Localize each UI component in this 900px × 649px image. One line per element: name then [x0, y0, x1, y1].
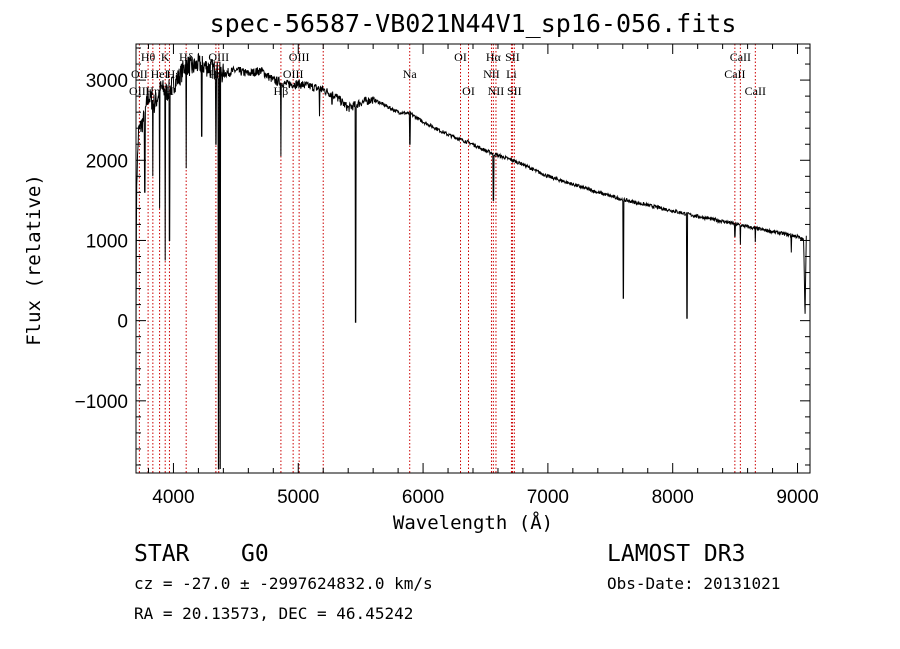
object-class: STAR	[134, 541, 190, 567]
spectral-line-markers	[138, 44, 756, 473]
y-tick-label-3: 2000	[86, 151, 128, 172]
line-label-11: OIII	[289, 50, 310, 64]
x-tick-label-1: 5000	[277, 487, 319, 508]
y-tick-label-1: 0	[117, 312, 128, 333]
line-label-14: Na	[403, 67, 418, 81]
line-label-1: OII	[131, 67, 148, 81]
line-label-5: Hη	[145, 84, 160, 98]
chart-title: spec-56587-VB021N44V1_sp16-056.fits	[210, 9, 737, 38]
line-label-4: HeI	[151, 67, 169, 81]
redshift-readout: cz = -27.0 ± -2997624832.0 km/s	[134, 574, 433, 593]
x-tick-label-3: 7000	[527, 487, 569, 508]
line-label-6: H	[165, 84, 174, 98]
y-tick-label-2: 1000	[86, 231, 128, 252]
line-label-23: CaII	[730, 50, 751, 64]
y-tick-label-0: −1000	[75, 392, 128, 413]
x-tick-label-0: 4000	[152, 487, 194, 508]
line-label-25: CaII	[745, 84, 766, 98]
line-label-17: Hα	[486, 50, 502, 64]
plot-frame	[135, 43, 811, 474]
x-tick-label-4: 8000	[652, 487, 694, 508]
line-label-3: K	[161, 50, 170, 64]
y-axis-label: Flux (relative)	[23, 174, 45, 346]
line-label-22: SII	[507, 84, 522, 98]
x-tick-label-2: 6000	[402, 487, 444, 508]
x-axis-label: Wavelength (Å)	[393, 511, 553, 534]
coordinates: RA = 20.13573, DEC = 46.45242	[134, 604, 413, 623]
line-label-15: OI	[454, 50, 467, 64]
line-label-9: OIII	[208, 50, 229, 64]
line-label-12: OIII	[283, 67, 304, 81]
line-label-18: SII	[505, 50, 520, 64]
line-label-2: OIII	[129, 84, 150, 98]
line-label-24: CaII	[724, 67, 745, 81]
line-label-20: Li	[506, 67, 517, 81]
x-axis-ticks: 4000 5000 6000 7000 8000 9000	[147, 44, 819, 508]
line-label-16: OI	[462, 84, 475, 98]
line-label-0: Hθ	[141, 50, 156, 64]
line-label-19: NII	[483, 67, 500, 81]
survey-name: LAMOST DR3	[607, 541, 745, 567]
spectrum-series	[135, 52, 807, 470]
spectrum-line	[135, 52, 807, 470]
object-subclass: G0	[241, 541, 269, 567]
y-tick-label-4: 3000	[86, 71, 128, 92]
obs-date: Obs-Date: 20131021	[607, 574, 780, 593]
x-tick-label-5: 9000	[776, 487, 818, 508]
y-axis-ticks: −1000 0 1000 2000 3000	[75, 47, 810, 466]
line-label-21: NII	[488, 84, 505, 98]
